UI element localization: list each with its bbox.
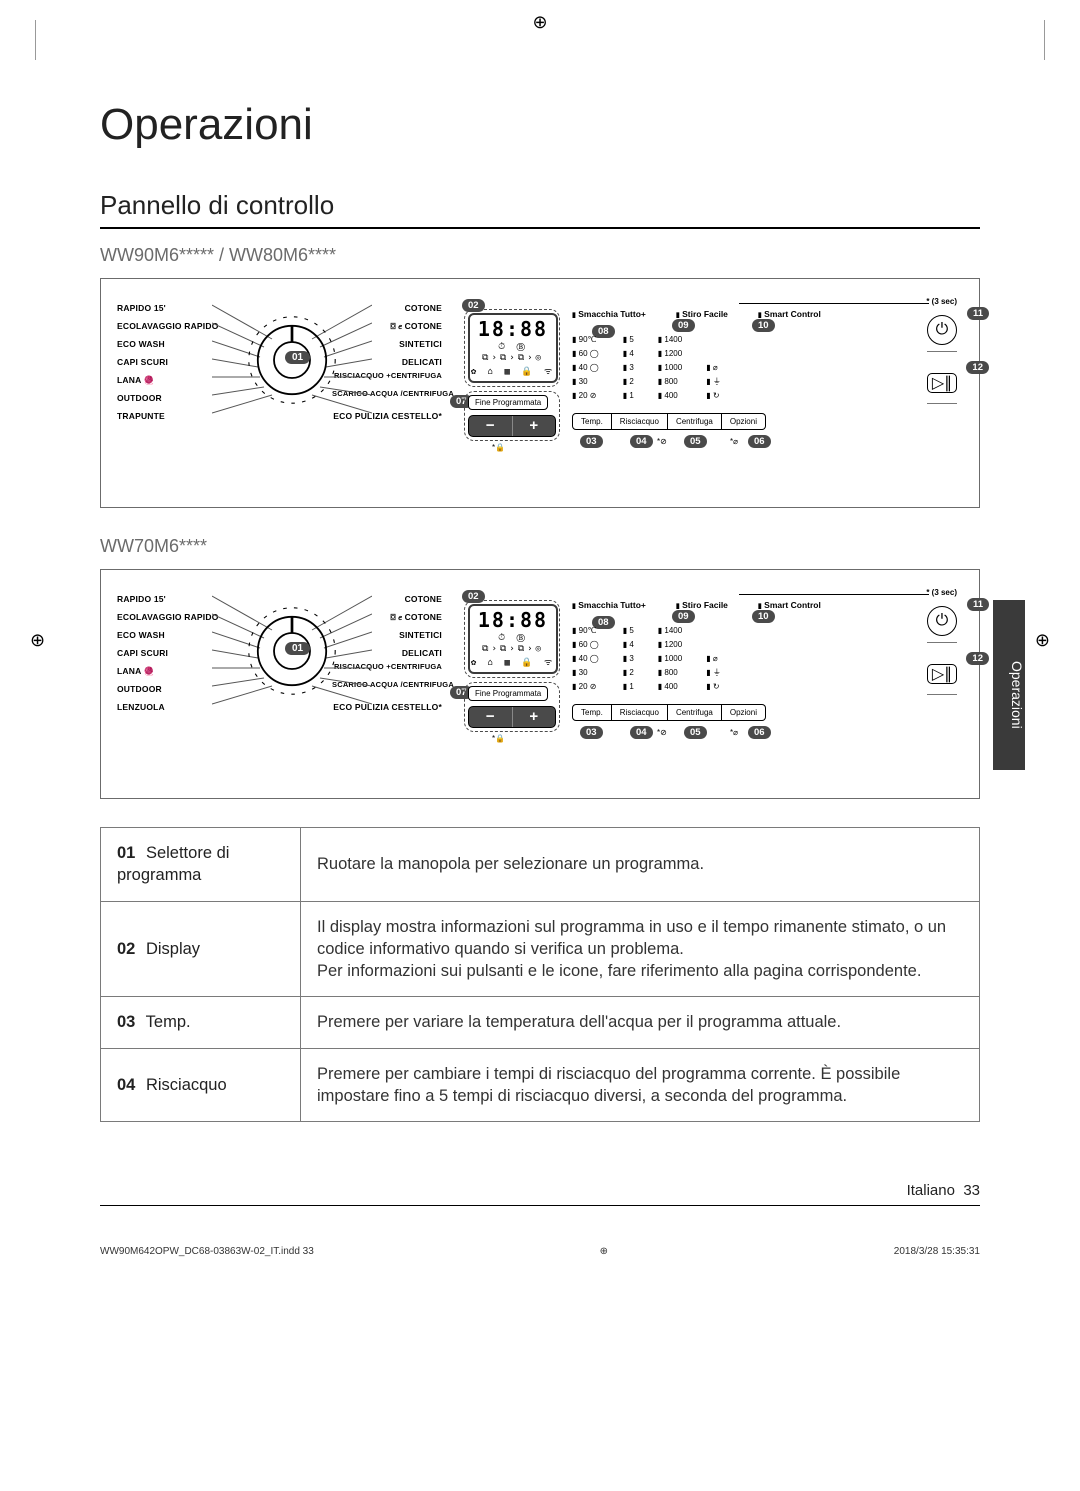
- callout-01: 01: [285, 642, 310, 655]
- callout-11: 11: [967, 598, 989, 611]
- callout-09: 09: [672, 319, 695, 332]
- control-panel-diagram-2: RAPIDO 15' ECOLAVAGGIO RAPIDO ECO WASH C…: [100, 569, 980, 799]
- option-labels: ▮ Smacchia Tutto+ ▮ Stiro Facile ▮ Smart…: [572, 600, 821, 610]
- value-grid: ▮ 90℃▮ 60 ◯ ▮ 40 ◯▮ 30 ▮ 20 ⊘ ▮ 5▮ 4 ▮ 3…: [572, 624, 721, 694]
- power-icon: ⏻: [927, 315, 957, 345]
- table-row: 01 Selettore di programma Ruotare la man…: [101, 828, 980, 902]
- callout-12: 12: [966, 361, 989, 374]
- delay-end-label: Fine Programmata: [468, 395, 548, 410]
- star-note: *⊘: [657, 437, 667, 446]
- star-note: *⌀: [730, 728, 738, 737]
- callout-10: 10: [752, 319, 775, 332]
- callout-12: 12: [966, 652, 989, 665]
- registration-mark: ⊕: [532, 12, 547, 33]
- power-icon: ⏻: [927, 606, 957, 636]
- crop-mark: [35, 20, 36, 60]
- value-grid: ▮ 90℃▮ 60 ◯ ▮ 40 ◯▮ 30 ▮ 20 ⊘ ▮ 5▮ 4 ▮ 3…: [572, 333, 721, 403]
- callout-04: 04: [630, 726, 653, 739]
- side-tab: Operazioni: [993, 600, 1025, 770]
- crop-mark: [1044, 20, 1045, 60]
- button-row: Temp. Risciacquo Centrifuga Opzioni: [572, 413, 766, 430]
- display-cluster: * (3 sec) 02 18:88 ⏱ Ⓑ ⧉›⧉›⧉›◎ ✿ ⌂ ▦ 🔒 ᯤ…: [462, 295, 963, 485]
- display-screen: 18:88 ⏱ Ⓑ ⧉›⧉›⧉›◎ ✿ ⌂ ▦ 🔒 ᯤ: [468, 313, 558, 383]
- model-label-2: WW70M6****: [100, 536, 980, 557]
- model-label-1: WW90M6***** / WW80M6****: [100, 245, 980, 266]
- footer-rule: [100, 1205, 980, 1206]
- program-list-left: RAPIDO 15' ECOLAVAGGIO RAPIDO ECO WASH C…: [117, 590, 227, 716]
- registration-mark: ⊕: [30, 630, 45, 651]
- bracket-3sec: [739, 594, 929, 595]
- play-pause-icon: ▷∥: [927, 664, 957, 684]
- callout-01: 01: [285, 351, 310, 364]
- description-table: 01 Selettore di programma Ruotare la man…: [100, 827, 980, 1122]
- program-list-left: RAPIDO 15' ECOLAVAGGIO RAPIDO ECO WASH C…: [117, 299, 227, 425]
- option-labels: ▮ Smacchia Tutto+ ▮ Stiro Facile ▮ Smart…: [572, 309, 821, 319]
- page-footer: Italiano 33: [100, 1182, 980, 1199]
- plus-minus: −+: [468, 415, 556, 437]
- print-metadata: WW90M642OPW_DC68-03863W-02_IT.indd 33 ⊕ …: [100, 1246, 980, 1257]
- callout-10: 10: [752, 610, 775, 623]
- registration-mark: ⊕: [1035, 630, 1050, 651]
- divider: [927, 694, 957, 695]
- delay-end-label: Fine Programmata: [468, 686, 548, 701]
- plus-minus: −+: [468, 706, 556, 728]
- note-3sec: * (3 sec): [926, 588, 957, 597]
- table-row: 02 Display Il display mostra informazion…: [101, 901, 980, 997]
- note-3sec: * (3 sec): [926, 297, 957, 306]
- section-title: Pannello di controllo: [100, 190, 980, 229]
- star-note: *⌀: [730, 437, 738, 446]
- callout-03: 03: [580, 435, 603, 448]
- callout-06: 06: [748, 726, 771, 739]
- control-panel-diagram-1: RAPIDO 15' ECOLAVAGGIO RAPIDO ECO WASH C…: [100, 278, 980, 508]
- divider: [927, 642, 957, 643]
- display-cluster: * (3 sec) 02 18:88 ⏱ Ⓑ ⧉›⧉›⧉›◎ ✿ ⌂ ▦ 🔒 ᯤ…: [462, 586, 963, 776]
- table-row: 03 Temp. Premere per variare la temperat…: [101, 997, 980, 1048]
- callout-06: 06: [748, 435, 771, 448]
- callout-04: 04: [630, 435, 653, 448]
- play-pause-icon: ▷∥: [927, 373, 957, 393]
- callout-11: 11: [967, 307, 989, 320]
- callout-05: 05: [684, 435, 707, 448]
- button-row: Temp. Risciacquo Centrifuga Opzioni: [572, 704, 766, 721]
- bracket-3sec: [739, 303, 929, 304]
- display-screen: 18:88 ⏱ Ⓑ ⧉›⧉›⧉›◎ ✿ ⌂ ▦ 🔒 ᯤ: [468, 604, 558, 674]
- divider: [927, 351, 957, 352]
- callout-09: 09: [672, 610, 695, 623]
- callout-03: 03: [580, 726, 603, 739]
- page-title: Operazioni: [100, 100, 980, 150]
- callout-05: 05: [684, 726, 707, 739]
- star-note: *⊘: [657, 728, 667, 737]
- divider: [927, 403, 957, 404]
- lock-note: *🔒: [492, 443, 505, 452]
- table-row: 04 Risciacquo Premere per cambiare i tem…: [101, 1048, 980, 1122]
- lock-note: *🔒: [492, 734, 505, 743]
